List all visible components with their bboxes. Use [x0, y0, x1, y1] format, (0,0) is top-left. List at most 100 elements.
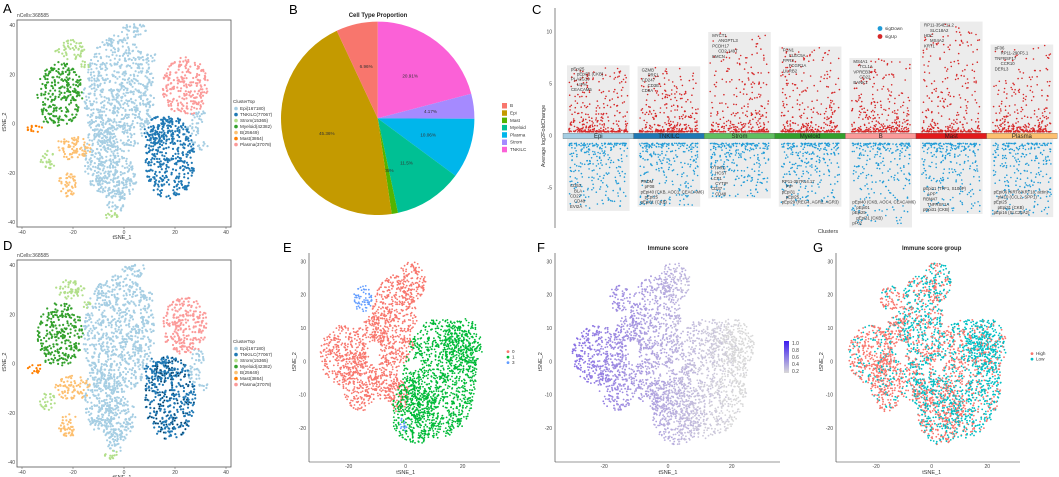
cell-point [66, 380, 69, 383]
cell-point [178, 193, 181, 196]
cell-point [188, 151, 191, 154]
cell-point [117, 402, 120, 405]
cell-point [126, 131, 129, 134]
cell-point [65, 191, 68, 194]
cell-point [118, 342, 122, 345]
cell-point [60, 304, 63, 307]
cell-point [42, 107, 46, 110]
cell-point [171, 308, 174, 311]
cell-point [127, 309, 131, 312]
cell-point [84, 164, 87, 168]
cell-point [113, 360, 116, 363]
cell-point [57, 61, 60, 64]
cell-point [78, 153, 81, 156]
cell-point [123, 143, 126, 147]
cell-point [118, 375, 121, 378]
cell-point [48, 70, 51, 73]
cell-point [144, 328, 147, 331]
cell-point-highlight [159, 394, 161, 396]
cell-point [45, 329, 49, 332]
cell-point [187, 163, 190, 166]
cell-point-highlight [147, 417, 149, 419]
cell-point [174, 169, 178, 172]
cell-point [114, 208, 117, 211]
cell-point [133, 182, 136, 185]
cell-point [154, 361, 158, 364]
cell-point [175, 397, 178, 400]
cell-point [97, 360, 100, 364]
cell-point [115, 215, 118, 219]
cell-point [201, 120, 204, 123]
cell-point [69, 356, 73, 360]
cell-point [176, 360, 180, 363]
cell-point [67, 295, 70, 298]
cell-point [92, 324, 95, 327]
cell-point [120, 118, 123, 121]
cell-point [167, 146, 170, 149]
cell-point-highlight [160, 381, 162, 382]
cell-point-highlight [161, 374, 163, 376]
cell-point [75, 73, 78, 76]
cell-point [47, 161, 51, 164]
cell-point [134, 99, 137, 102]
cell-point [99, 67, 103, 71]
cell-point [185, 334, 188, 338]
cell-point [58, 179, 61, 182]
cell-point [174, 194, 177, 197]
cell-point [183, 342, 186, 345]
cell-point [203, 91, 206, 94]
cell-point [133, 132, 136, 136]
cell-point [54, 97, 57, 100]
cell-point [152, 189, 155, 192]
cell-point [148, 169, 151, 172]
cell-point [148, 135, 151, 138]
cell-point [88, 314, 91, 317]
cell-point-highlight [165, 424, 167, 425]
cell-point [46, 319, 49, 322]
cell-point [146, 357, 149, 360]
cell-point [193, 61, 196, 64]
cell-point [102, 119, 105, 122]
cell-point [120, 388, 123, 391]
cell-point [68, 157, 71, 161]
cell-point [94, 128, 97, 131]
cell-point [43, 349, 46, 352]
cell-point [196, 92, 199, 95]
cell-point [127, 408, 130, 411]
cell-point [65, 339, 68, 342]
cell-point [153, 184, 156, 187]
cell-point [93, 292, 96, 295]
cell-point [93, 366, 96, 369]
cell-point [170, 303, 173, 306]
cell-point [128, 77, 131, 80]
cell-point [101, 178, 104, 181]
cell-point [89, 163, 92, 166]
cell-point [125, 42, 129, 45]
cell-point [133, 311, 136, 314]
cell-point [190, 414, 193, 417]
cell-point [202, 338, 205, 341]
cell-point [68, 384, 71, 387]
cell-point [188, 94, 191, 97]
cell-point [131, 355, 134, 358]
cell-point [147, 81, 150, 84]
cell-point [49, 95, 52, 98]
cell-point [139, 52, 142, 55]
cell-point [98, 160, 101, 163]
cell-point [76, 81, 79, 84]
cell-point [191, 353, 194, 356]
cell-point [118, 307, 121, 310]
cell-point [188, 149, 191, 152]
cell-point [97, 158, 100, 161]
cell-point [45, 323, 49, 327]
cell-point [109, 457, 112, 460]
cell-point [129, 141, 132, 144]
cell-point [86, 331, 89, 335]
cell-point [128, 337, 131, 340]
cell-point [156, 193, 160, 196]
cell-point [183, 414, 186, 418]
cell-point [112, 332, 115, 335]
cell-point [102, 291, 105, 295]
cell-point [187, 68, 190, 71]
cell-point [122, 184, 126, 187]
